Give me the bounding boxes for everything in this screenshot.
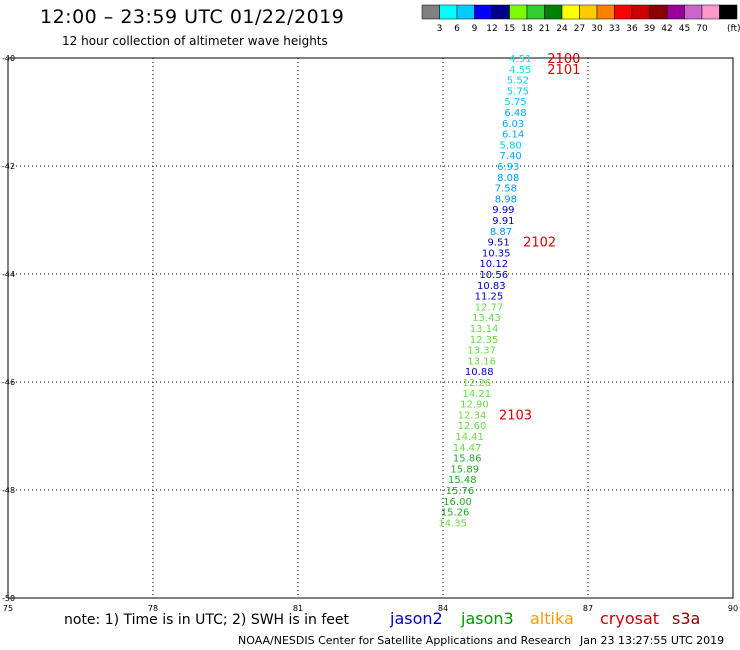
wave-height-value: 16.00: [443, 497, 472, 508]
colorbar-label: 6: [454, 24, 460, 34]
x-tick-label: 81: [293, 604, 303, 613]
wave-height-value: 5.52: [507, 76, 529, 87]
time-marker: 2100: [547, 52, 580, 67]
wave-height-value: 12.90: [460, 400, 489, 411]
colorbar-swatch: [719, 4, 738, 20]
colorbar-label: 9: [472, 24, 478, 34]
wave-height-value: 7.40: [500, 151, 522, 162]
colorbar-label: 18: [521, 24, 533, 34]
x-tick-label: 84: [438, 604, 448, 613]
wave-height-value: 9.51: [487, 238, 509, 249]
x-tick-label: 90: [728, 604, 738, 613]
wave-height-value: 7.58: [495, 184, 517, 195]
chart-title: 12:00 – 23:59 UTC 01/22/2019: [40, 6, 345, 28]
wave-height-value: 14.41: [455, 432, 484, 443]
wave-height-value: 12.35: [470, 335, 499, 346]
satellite-label-altika: altika: [530, 609, 574, 628]
wave-height-value: 15.48: [448, 475, 477, 486]
colorbar-label: 3: [437, 24, 443, 34]
colorbar-label: 70: [696, 24, 708, 34]
plot-frame: [7, 57, 734, 599]
y-tick-label: -42: [2, 162, 15, 171]
colorbar-label: 27: [574, 24, 585, 34]
wave-height-value: 8.98: [495, 194, 517, 205]
satellite-label-jason2: jason2: [390, 609, 443, 628]
colorbar-label: 39: [644, 24, 656, 34]
wave-height-value: 11.25: [475, 292, 504, 303]
colorbar-label: 36: [626, 24, 638, 34]
satellite-label-cryosat: cryosat: [600, 609, 660, 628]
colorbar-label: 21: [539, 24, 550, 34]
wave-height-value: 15.76: [446, 486, 475, 497]
wave-height-value: 10.88: [465, 367, 494, 378]
time-marker: 2101: [547, 63, 580, 78]
y-tick-label: -44: [2, 270, 15, 279]
wave-height-value: 15.86: [453, 454, 482, 465]
wave-height-value: 12.34: [458, 410, 487, 421]
colorbar-label: 12: [486, 24, 497, 34]
colorbar-label: 30: [591, 24, 603, 34]
colorbar-label: 33: [609, 24, 620, 34]
colorbar-label: 24: [556, 24, 568, 34]
wave-height-value: 10.12: [479, 259, 508, 270]
wave-height-value: 6.93: [497, 162, 519, 173]
wave-height-value: 8.87: [490, 227, 512, 238]
credit-line: NOAA/NESDIS Center for Satellite Applica…: [238, 634, 572, 647]
wave-height-value: 12.60: [458, 421, 487, 432]
x-tick-label: 87: [583, 604, 593, 613]
colorbar: 3 6 9 12 15 18 21 24 27 30 33 36 39 42 45 70 (ft): [421, 4, 740, 34]
y-tick-label: -48: [2, 486, 15, 495]
chart-subtitle: 12 hour collection of altimeter wave hei…: [62, 34, 328, 48]
wave-height-value: 13.37: [467, 346, 496, 357]
wave-height-value: 4.51: [509, 54, 531, 65]
y-tick-label: -40: [2, 54, 15, 63]
satellite-label-jason3: jason3: [461, 609, 514, 628]
time-marker: 2102: [523, 236, 556, 251]
wave-height-value: 5.75: [504, 97, 526, 108]
wave-height-value: 14.47: [453, 443, 482, 454]
colorbar-label: 45: [679, 24, 690, 34]
wave-height-value: 13.43: [472, 313, 501, 324]
generated-timestamp: Jan 23 13:27:55 UTC 2019: [580, 634, 725, 647]
y-tick-label: -46: [2, 378, 15, 387]
colorbar-label: 42: [661, 24, 672, 34]
wave-height-value: 13.14: [470, 324, 499, 335]
footer-note: note: 1) Time is in UTC; 2) SWH is in fe…: [64, 612, 350, 628]
wave-height-value: 8.08: [497, 173, 519, 184]
colorbar-label: 15: [504, 24, 515, 34]
wave-height-value: 13.16: [467, 356, 496, 367]
wave-height-value: 15.89: [450, 464, 479, 475]
colorbar-unit: (ft): [727, 24, 740, 34]
wave-height-value: 14.21: [463, 389, 492, 400]
wave-height-value: 5.75: [507, 86, 529, 97]
wave-height-value: 5.80: [500, 140, 522, 151]
wave-height-value: 15.26: [441, 508, 470, 519]
time-marker: 2103: [499, 408, 532, 423]
wave-height-value: 6.48: [504, 108, 526, 119]
x-tick-label: 78: [148, 604, 158, 613]
wave-height-value: 4.55: [509, 65, 531, 76]
wave-height-value: 10.35: [482, 248, 511, 259]
y-tick-label: -50: [2, 594, 15, 603]
x-tick-label: 75: [3, 604, 13, 613]
wave-height-value: 6.03: [502, 119, 524, 130]
wave-height-value: 9.99: [492, 205, 514, 216]
wave-height-value: 12.26: [463, 378, 492, 389]
satellite-label-s3a: s3a: [672, 609, 701, 628]
wave-height-value: 10.83: [477, 281, 506, 292]
wave-height-value: 14.35: [438, 518, 467, 529]
wave-height-value: 12.77: [475, 302, 504, 313]
wave-height-value: 10.56: [479, 270, 508, 281]
wave-height-value: 6.14: [502, 130, 524, 141]
wave-height-value: 9.91: [492, 216, 514, 227]
